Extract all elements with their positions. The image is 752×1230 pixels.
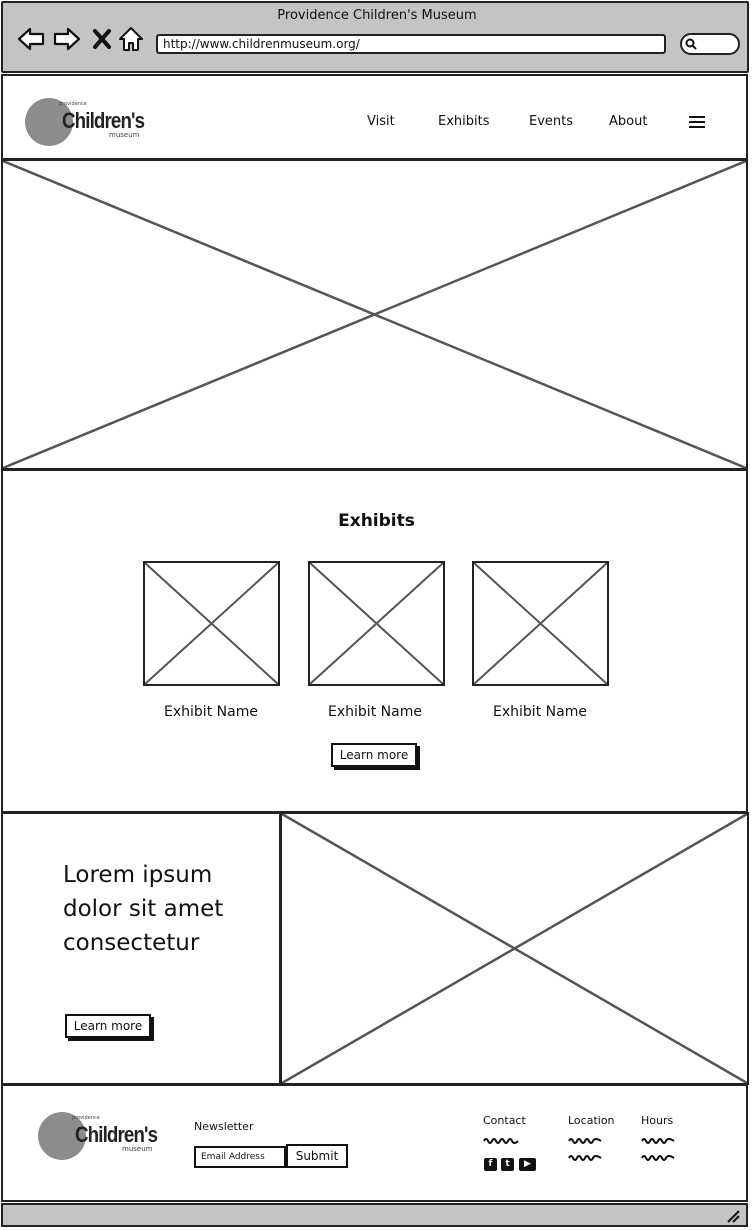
- search-icon: [685, 38, 697, 50]
- back-arrow-icon[interactable]: [17, 25, 45, 53]
- hero-image-placeholder: [1, 159, 748, 470]
- exhibit-name[interactable]: Exhibit Name: [493, 704, 587, 720]
- feature-image-placeholder: [280, 812, 749, 1085]
- url-bar[interactable]: http://www.childrenmuseum.org/: [156, 34, 666, 54]
- nav-exhibits[interactable]: Exhibits: [438, 114, 490, 129]
- facebook-icon[interactable]: f: [484, 1158, 497, 1171]
- logo-emblem: [25, 98, 73, 146]
- exhibit-image-placeholder[interactable]: [472, 561, 609, 686]
- footer-contact-heading[interactable]: Contact: [483, 1114, 526, 1127]
- browser-chrome: Providence Children's Museum http://www.…: [1, 1, 749, 73]
- logo-subtitle: museum: [109, 131, 140, 139]
- twitter-icon[interactable]: t: [501, 1158, 514, 1171]
- footer-location-heading[interactable]: Location: [568, 1114, 615, 1127]
- exhibits-section: Exhibits Exhibit Name Exhibit Name Exhib…: [1, 469, 748, 813]
- logo-subtitle: museum: [122, 1145, 153, 1153]
- window-title: Providence Children's Museum: [277, 8, 477, 23]
- exhibit-image-placeholder[interactable]: [143, 561, 280, 686]
- logo-tagline: providence: [72, 1115, 100, 1121]
- footer-logo[interactable]: providence Children's museum: [38, 1112, 162, 1164]
- site-header: providence Children's museum Visit Exhib…: [1, 74, 748, 160]
- home-icon[interactable]: [117, 25, 145, 53]
- logo-wordmark: Children's: [75, 1122, 158, 1147]
- exhibits-heading: Exhibits: [338, 511, 415, 531]
- exhibit-name[interactable]: Exhibit Name: [164, 704, 258, 720]
- nav-events[interactable]: Events: [529, 114, 574, 129]
- youtube-icon[interactable]: ▶: [519, 1158, 536, 1171]
- placeholder-scribble: [568, 1138, 602, 1144]
- placeholder-scribble: [641, 1155, 675, 1161]
- exhibits-learn-more-button[interactable]: Learn more: [331, 743, 417, 767]
- footer-hours-heading[interactable]: Hours: [641, 1114, 674, 1127]
- stop-icon[interactable]: [91, 25, 113, 53]
- hamburger-menu-icon[interactable]: [689, 116, 705, 130]
- feature-heading: Lorem ipsum dolor sit amet consectetur: [63, 862, 224, 956]
- browser-search-field[interactable]: [680, 33, 740, 55]
- placeholder-scribble: [483, 1138, 519, 1144]
- exhibit-name[interactable]: Exhibit Name: [328, 704, 422, 720]
- resize-grip-icon[interactable]: [726, 1209, 740, 1223]
- feature-text-panel: Lorem ipsum dolor sit amet consectetur L…: [1, 812, 281, 1085]
- logo-emblem: [38, 1112, 86, 1160]
- site-footer: providence Children's museum Newsletter …: [1, 1084, 748, 1202]
- exhibit-image-placeholder[interactable]: [308, 561, 445, 686]
- placeholder-scribble: [568, 1155, 602, 1161]
- newsletter-submit-button[interactable]: Submit: [286, 1144, 348, 1168]
- forward-arrow-icon[interactable]: [53, 25, 81, 53]
- site-logo[interactable]: providence Children's museum: [25, 98, 149, 150]
- nav-about[interactable]: About: [609, 114, 648, 129]
- browser-status-bar: [1, 1203, 748, 1227]
- logo-wordmark: Children's: [62, 108, 145, 133]
- feature-learn-more-button[interactable]: Learn more: [65, 1014, 151, 1038]
- email-field[interactable]: Email Address: [194, 1146, 286, 1168]
- newsletter-label: Newsletter: [194, 1120, 254, 1133]
- placeholder-scribble: [641, 1138, 675, 1144]
- logo-tagline: providence: [59, 101, 87, 107]
- nav-visit[interactable]: Visit: [367, 114, 395, 129]
